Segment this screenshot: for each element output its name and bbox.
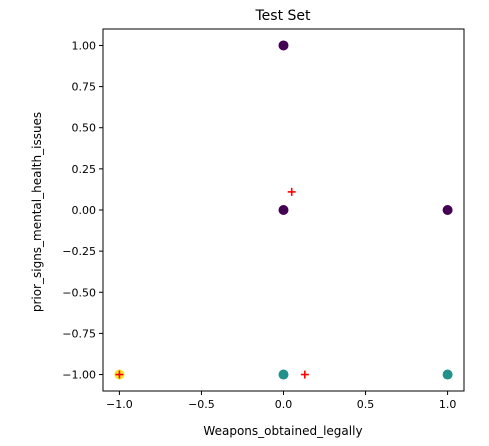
y-tick-label: 0.50 <box>72 122 97 135</box>
chart-title: Test Set <box>254 8 311 24</box>
data-point <box>278 205 289 215</box>
plus-marker <box>300 370 309 379</box>
x-tick-label: −0.5 <box>188 398 215 411</box>
y-tick-label: 1.00 <box>72 39 97 52</box>
y-tick-label: 0.75 <box>72 81 97 94</box>
y-tick-label: −0.50 <box>62 286 96 299</box>
data-point <box>278 40 289 51</box>
y-tick-label: −1.00 <box>62 369 96 382</box>
x-axis-label: Weapons_obtained_legally <box>203 424 362 438</box>
x-tick-label: 1.0 <box>439 398 457 411</box>
plus-marker <box>115 370 124 379</box>
data-point <box>442 369 453 380</box>
plus-marker <box>287 187 296 196</box>
y-tick-label: −0.25 <box>62 245 96 258</box>
y-tick-label: −0.75 <box>62 327 96 340</box>
data-point <box>442 205 453 215</box>
y-tick-label: 0.25 <box>72 163 97 176</box>
x-tick-label: 0.0 <box>275 398 293 411</box>
y-tick-label: 0.00 <box>72 204 97 217</box>
data-point <box>278 369 289 380</box>
x-tick-label: −1.0 <box>106 398 133 411</box>
x-tick-label: 0.5 <box>357 398 375 411</box>
y-axis-label: prior_signs_mental_health_issues <box>30 112 44 312</box>
